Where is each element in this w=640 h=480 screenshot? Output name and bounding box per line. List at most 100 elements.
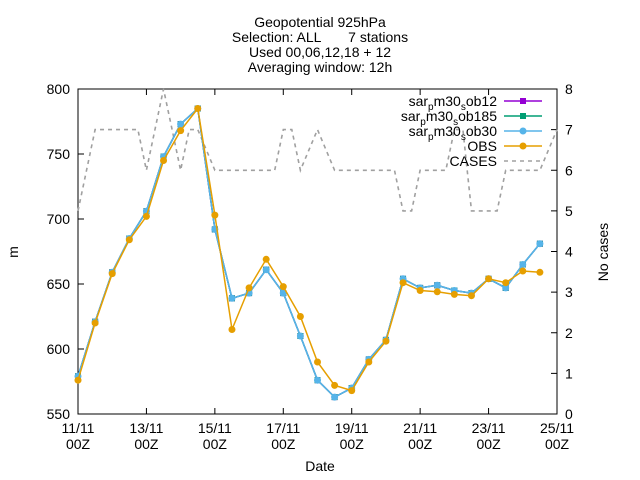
legend-label-subscript: p (428, 102, 434, 113)
legend-label: sarpm30sob12 (409, 93, 498, 113)
data-point (194, 105, 202, 112)
axes: 55060065070075080001234567811/1100Z13/11… (47, 81, 575, 452)
y2-axis-label: No cases (595, 223, 611, 281)
x-tick-label-date: 13/11 (129, 420, 163, 436)
x-axis-label: Date (305, 458, 335, 474)
legend-entry: OBS (467, 138, 542, 154)
data-point (160, 157, 168, 164)
y2-tick-label: 2 (565, 325, 573, 341)
series-line (77, 106, 540, 392)
x-tick-label-time: 00Z (271, 436, 296, 452)
legend-label-part: ob12 (466, 93, 497, 109)
series-cases (77, 88, 558, 212)
legend: sarpm30sob12sarpm30sob185sarpm30sob30OBS… (401, 93, 542, 169)
legend-entry: sarpm30sob185 (401, 108, 542, 128)
y2-tick-label: 3 (565, 284, 573, 300)
x-tick-label-time: 00Z (340, 436, 365, 452)
y-tick-label: 800 (47, 81, 71, 97)
legend-label-part: ob30 (466, 123, 497, 139)
legend-label-subscript: s (461, 132, 466, 143)
legend-label-part: sar (409, 123, 429, 139)
y-tick-label: 750 (47, 146, 71, 162)
data-point (331, 381, 339, 389)
legend-label-subscript: p (420, 117, 426, 128)
legend-label: sarpm30sob30 (409, 123, 498, 143)
legend-entry: CASES (450, 153, 542, 169)
data-point (296, 332, 304, 340)
x-tick-label-time: 00Z (134, 436, 159, 452)
data-point (74, 376, 82, 384)
data-point (519, 261, 527, 268)
data-point (365, 358, 373, 366)
data-point (382, 337, 390, 345)
series-layer (74, 88, 558, 401)
data-point (314, 376, 321, 384)
legend-entry: sarpm30sob12 (409, 93, 542, 113)
title-line-2: Selection: ALL 7 stations (232, 29, 408, 45)
y2-tick-label: 8 (565, 81, 573, 97)
data-point (262, 266, 270, 274)
legend-swatch-marker (519, 127, 527, 135)
y2-tick-label: 7 (565, 122, 573, 138)
x-tick-label-date: 11/11 (62, 420, 95, 436)
x-tick-label-time: 00Z (545, 436, 570, 452)
x-tick-label-date: 15/11 (198, 420, 232, 436)
data-point (399, 279, 407, 287)
data-point (262, 255, 270, 263)
legend-label-part: ob185 (458, 108, 497, 124)
title-line-3: Used 00,06,12,18 + 12 (249, 44, 391, 60)
y-tick-label: 550 (47, 406, 71, 422)
data-point (177, 120, 185, 128)
legend-entry: sarpm30sob30 (409, 123, 542, 143)
data-point (228, 294, 236, 302)
data-point (416, 287, 424, 294)
x-tick-label-time: 00Z (477, 436, 502, 452)
data-point (331, 393, 339, 401)
data-point (279, 289, 287, 297)
data-point (502, 284, 510, 292)
legend-label: OBS (467, 138, 497, 154)
x-tick-label-date: 23/11 (472, 420, 506, 436)
chart-title: Geopotential 925hPa Selection: ALL 7 sta… (232, 14, 408, 75)
y2-tick-label: 1 (565, 365, 573, 381)
data-point (108, 270, 116, 278)
data-point (536, 240, 544, 248)
legend-label: sarpm30sob185 (401, 108, 497, 128)
y2-tick-label: 4 (565, 244, 573, 260)
data-point (502, 279, 510, 287)
data-point (348, 387, 356, 395)
data-point (177, 127, 185, 135)
y2-tick-label: 5 (565, 203, 573, 219)
series-line (77, 106, 541, 399)
y2-tick-label: 6 (565, 162, 573, 178)
data-point (467, 292, 475, 300)
legend-swatch-marker (520, 98, 526, 104)
series-obs (74, 105, 544, 395)
legend-label-subscript: p (428, 132, 434, 143)
data-point (485, 275, 493, 283)
data-point (279, 283, 287, 291)
legend-label-part: m30 (434, 123, 461, 139)
x-tick-label-date: 19/11 (335, 420, 369, 436)
x-tick-label-date: 17/11 (266, 420, 300, 436)
data-point (433, 288, 441, 296)
y-tick-label: 600 (47, 341, 71, 357)
legend-label-part: m30 (434, 93, 461, 109)
title-line-4: Averaging window: 12h (248, 59, 393, 75)
data-point (314, 358, 321, 366)
x-tick-label-time: 00Z (408, 436, 433, 452)
y-tick-label: 650 (47, 276, 71, 292)
y2-tick-label: 0 (565, 406, 573, 422)
data-point (519, 267, 527, 275)
x-tick-label-time: 00Z (203, 436, 228, 452)
legend-label-subscript: s (453, 117, 458, 128)
data-point (245, 284, 253, 292)
title-line-1: Geopotential 925hPa (254, 14, 386, 30)
data-point (536, 268, 544, 276)
data-point (296, 313, 304, 320)
legend-label-part: sar (401, 108, 421, 124)
legend-label-part: sar (409, 93, 429, 109)
data-point (91, 319, 99, 327)
data-point (433, 281, 441, 289)
